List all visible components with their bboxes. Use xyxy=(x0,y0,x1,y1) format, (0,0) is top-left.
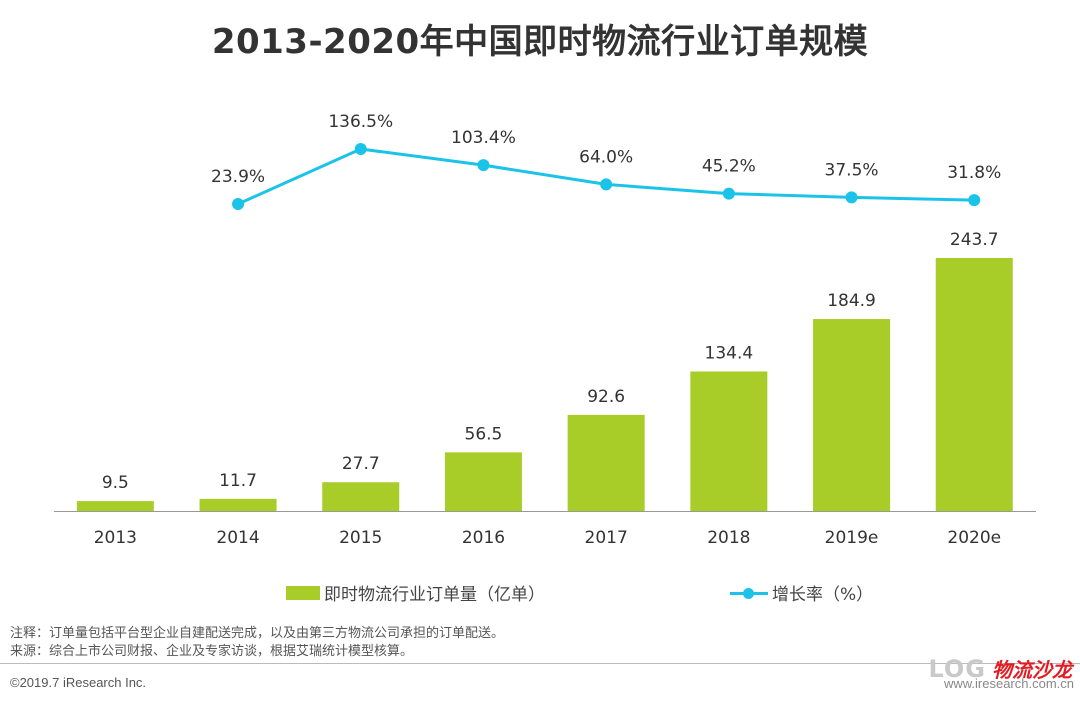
x-tick-label-2017: 2017 xyxy=(585,528,628,548)
growth-value-label-2014: 23.9% xyxy=(211,167,265,187)
growth-value-label-2019e: 37.5% xyxy=(825,160,879,180)
legend-bar-swatch xyxy=(286,585,320,600)
x-tick-label-2015: 2015 xyxy=(339,528,382,548)
bar-value-label-2017: 92.6 xyxy=(587,387,625,407)
chart-note: 注释：订单量包括平台型企业自建配送完成，以及由第三方物流公司承担的订单配送。 xyxy=(10,626,505,641)
bar-2015 xyxy=(322,482,400,511)
bar-2013 xyxy=(76,501,154,511)
growth-point-2014 xyxy=(232,198,245,210)
bar-value-label-2015: 27.7 xyxy=(342,454,380,474)
legend-label-growth: 增长率（%） xyxy=(772,585,874,605)
source-url: www.iresearch.com.cn xyxy=(943,676,1074,691)
bar-value-label-2019e: 184.9 xyxy=(827,291,876,311)
growth-point-2018 xyxy=(722,187,735,200)
bar-value-label-2018: 134.4 xyxy=(705,343,754,363)
x-tick-label-2014: 2014 xyxy=(216,528,259,548)
bar-2016 xyxy=(444,452,522,511)
growth-point-2016 xyxy=(477,159,490,172)
legend-line-swatch xyxy=(730,586,768,600)
footer-divider xyxy=(0,663,1080,664)
growth-value-label-2015: 136.5% xyxy=(328,112,393,132)
bar-2017 xyxy=(567,414,645,511)
bar-value-label-2020e: 243.7 xyxy=(950,230,999,250)
growth-value-label-2018: 45.2% xyxy=(702,157,756,177)
growth-point-2020e xyxy=(968,194,981,207)
x-tick-label-2013: 2013 xyxy=(94,528,137,548)
bar-value-label-2016: 56.5 xyxy=(465,424,503,444)
legend-item-growth: 增长率（%） xyxy=(730,580,873,605)
watermark-brand-text: 物流沙龙 xyxy=(992,658,1072,682)
legend-label-orders: 即时物流行业订单量（亿单） xyxy=(324,585,545,605)
bar-2020e xyxy=(935,258,1013,511)
watermark-log-text: LOG xyxy=(928,654,986,683)
bar-2018 xyxy=(690,371,768,511)
growth-value-label-2017: 64.0% xyxy=(579,147,633,167)
legend-item-orders: 即时物流行业订单量（亿单） xyxy=(286,580,545,605)
x-tick-label-2018: 2018 xyxy=(707,528,750,548)
growth-point-2015 xyxy=(354,143,367,155)
bar-2019e xyxy=(813,319,891,511)
copyright-text: ©2019.7 iResearch Inc. xyxy=(10,675,147,690)
growth-point-2019e xyxy=(845,191,858,204)
bar-value-label-2014: 11.7 xyxy=(219,471,257,491)
chart-source: 来源：综合上市公司财报、企业及专家访谈，根据艾瑞统计模型核算。 xyxy=(10,644,414,659)
x-tick-label-2020e: 2020e xyxy=(947,528,1001,548)
bar-value-label-2013: 9.5 xyxy=(102,473,129,493)
watermark-logo: LOG 物流沙龙 xyxy=(928,654,1072,683)
page-title: 2013-2020年中国即时物流行业订单规模 xyxy=(211,22,869,62)
x-tick-label-2019e: 2019e xyxy=(825,528,879,548)
growth-value-label-2020e: 31.8% xyxy=(947,163,1001,183)
bar-2014 xyxy=(199,498,277,511)
growth-point-2017 xyxy=(600,178,613,191)
x-tick-label-2016: 2016 xyxy=(462,528,505,548)
growth-value-label-2016: 103.4% xyxy=(451,128,516,148)
